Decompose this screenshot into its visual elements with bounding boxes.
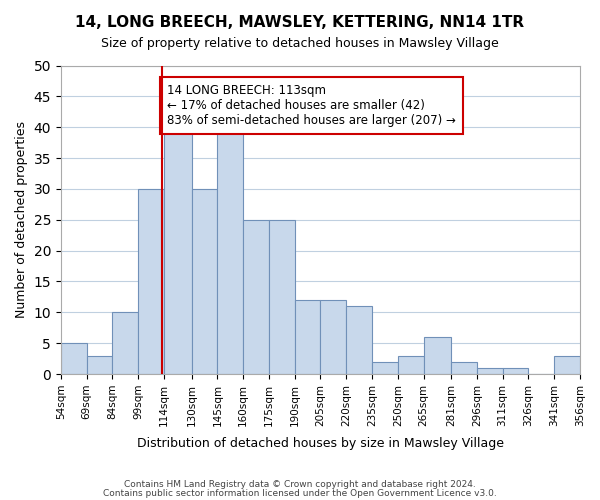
Bar bbox=[477, 368, 503, 374]
Bar bbox=[451, 362, 477, 374]
Bar bbox=[398, 356, 424, 374]
Text: 14, LONG BREECH, MAWSLEY, KETTERING, NN14 1TR: 14, LONG BREECH, MAWSLEY, KETTERING, NN1… bbox=[76, 15, 524, 30]
Bar bbox=[164, 115, 191, 374]
Bar bbox=[217, 127, 243, 374]
Text: 14 LONG BREECH: 113sqm
← 17% of detached houses are smaller (42)
83% of semi-det: 14 LONG BREECH: 113sqm ← 17% of detached… bbox=[167, 84, 457, 127]
Y-axis label: Number of detached properties: Number of detached properties bbox=[15, 122, 28, 318]
Bar bbox=[503, 368, 529, 374]
Bar bbox=[191, 189, 217, 374]
Bar bbox=[112, 312, 138, 374]
Text: Contains HM Land Registry data © Crown copyright and database right 2024.: Contains HM Land Registry data © Crown c… bbox=[124, 480, 476, 489]
X-axis label: Distribution of detached houses by size in Mawsley Village: Distribution of detached houses by size … bbox=[137, 437, 504, 450]
Bar bbox=[269, 220, 295, 374]
Bar bbox=[243, 220, 269, 374]
Bar bbox=[320, 300, 346, 374]
Bar bbox=[424, 337, 451, 374]
Text: Size of property relative to detached houses in Mawsley Village: Size of property relative to detached ho… bbox=[101, 38, 499, 51]
Bar bbox=[346, 306, 372, 374]
Bar bbox=[61, 343, 86, 374]
Bar bbox=[295, 300, 320, 374]
Bar bbox=[554, 356, 580, 374]
Bar bbox=[372, 362, 398, 374]
Bar bbox=[138, 189, 164, 374]
Bar bbox=[86, 356, 112, 374]
Text: Contains public sector information licensed under the Open Government Licence v3: Contains public sector information licen… bbox=[103, 488, 497, 498]
